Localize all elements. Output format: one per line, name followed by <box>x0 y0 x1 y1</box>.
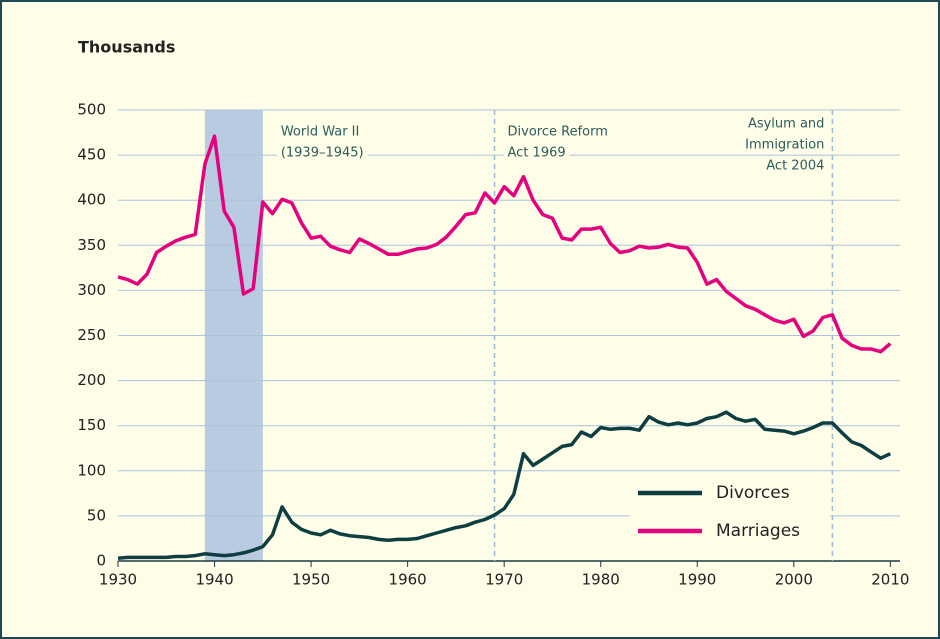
y-tick-label: 0 <box>96 552 106 570</box>
annotation-bg <box>741 137 829 153</box>
annotation: Act 2004 <box>766 159 824 174</box>
y-tick-label: 300 <box>77 281 106 299</box>
x-tick-label: 1930 <box>99 571 137 589</box>
series-line <box>117 410 892 561</box>
y-tick-label: 200 <box>77 371 106 389</box>
legend-label: Divorces <box>716 483 790 503</box>
y-tick-label: 450 <box>77 146 106 164</box>
x-tick-label: 1950 <box>292 571 330 589</box>
y-tick-label: 150 <box>77 416 106 434</box>
chart-title: Thousands <box>78 38 175 57</box>
series-line <box>117 134 892 354</box>
legend-label: Marriages <box>716 521 800 541</box>
x-tick-label: 1980 <box>582 571 620 589</box>
x-tick-label: 1990 <box>678 571 716 589</box>
x-tick-label: 1960 <box>389 571 427 589</box>
annotation: World War II <box>281 125 360 140</box>
y-tick-label: 350 <box>77 236 106 254</box>
annotation-bg <box>503 124 612 140</box>
x-tick-label: 2010 <box>871 571 909 589</box>
annotation: Immigration <box>745 138 824 153</box>
annotation: Divorce Reform <box>508 125 608 140</box>
x-tick-label: 2000 <box>775 571 813 589</box>
annotation: Asylum and <box>748 117 824 132</box>
annotation-bg <box>762 158 829 174</box>
x-tick-label: 1970 <box>485 571 523 589</box>
y-tick-label: 50 <box>87 506 106 524</box>
y-tick-label: 500 <box>77 101 106 119</box>
annotation-bg <box>276 124 364 140</box>
annotation-bg <box>503 145 570 161</box>
annotation-bg <box>743 116 829 132</box>
annotation: Act 1969 <box>508 146 566 161</box>
x-tick-label: 1940 <box>195 571 233 589</box>
y-tick-label: 250 <box>77 326 106 344</box>
y-tick-label: 400 <box>77 191 106 209</box>
annotation: (1939–1945) <box>281 146 364 161</box>
y-tick-label: 100 <box>77 461 106 479</box>
annotation-bg <box>276 145 368 161</box>
